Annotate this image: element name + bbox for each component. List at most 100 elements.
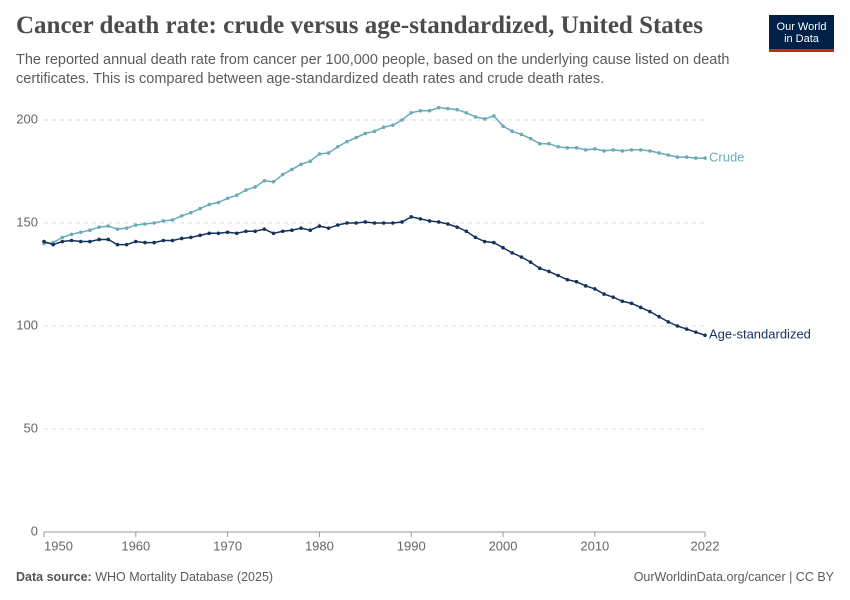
point bbox=[528, 136, 533, 141]
x-tick-label: 2022 bbox=[691, 538, 720, 553]
point bbox=[556, 273, 560, 278]
source-text: WHO Mortality Database (2025) bbox=[95, 570, 274, 584]
point bbox=[574, 279, 579, 284]
point bbox=[446, 106, 450, 111]
point bbox=[684, 327, 689, 331]
point bbox=[115, 242, 120, 247]
point bbox=[51, 242, 55, 247]
point bbox=[510, 129, 515, 134]
point bbox=[611, 148, 615, 152]
point bbox=[60, 239, 65, 244]
point bbox=[179, 213, 184, 218]
point bbox=[262, 227, 267, 231]
point bbox=[308, 159, 313, 163]
point bbox=[69, 238, 74, 243]
point bbox=[124, 242, 129, 247]
point bbox=[455, 225, 459, 229]
point bbox=[400, 220, 404, 224]
point bbox=[482, 117, 487, 121]
point bbox=[666, 153, 671, 157]
x-tick-label: 1970 bbox=[213, 538, 242, 553]
point bbox=[225, 230, 230, 235]
point bbox=[436, 105, 441, 110]
point bbox=[42, 239, 46, 244]
point bbox=[391, 123, 395, 127]
point bbox=[97, 225, 101, 229]
point bbox=[501, 124, 505, 128]
source: Data source: WHO Mortality Database (202… bbox=[16, 570, 273, 584]
y-tick-label: 200 bbox=[16, 111, 38, 126]
point bbox=[694, 156, 698, 160]
point bbox=[262, 178, 267, 183]
point bbox=[280, 229, 285, 234]
point bbox=[345, 139, 349, 144]
point bbox=[234, 193, 239, 197]
point bbox=[161, 219, 166, 223]
point bbox=[326, 151, 331, 155]
point bbox=[620, 299, 625, 304]
point bbox=[446, 222, 450, 226]
point bbox=[648, 149, 652, 153]
point bbox=[565, 146, 570, 150]
point bbox=[115, 227, 120, 231]
point bbox=[152, 221, 156, 225]
point bbox=[69, 232, 74, 237]
point bbox=[381, 221, 386, 225]
point bbox=[106, 237, 111, 242]
point bbox=[207, 202, 212, 207]
point bbox=[225, 196, 230, 201]
point bbox=[473, 235, 478, 240]
point bbox=[703, 156, 707, 160]
point bbox=[675, 155, 680, 159]
point bbox=[372, 129, 377, 134]
point bbox=[629, 301, 634, 306]
chart-subtitle: The reported annual death rate from canc… bbox=[16, 52, 730, 87]
point bbox=[501, 245, 505, 250]
point bbox=[253, 229, 257, 234]
point bbox=[684, 155, 689, 159]
point bbox=[134, 223, 138, 227]
credit[interactable]: OurWorldinData.org/cancer | CC BY bbox=[633, 570, 834, 584]
point bbox=[528, 260, 533, 264]
point bbox=[574, 146, 579, 150]
point bbox=[354, 221, 358, 225]
point bbox=[124, 226, 129, 230]
point bbox=[427, 108, 432, 113]
point bbox=[492, 114, 496, 118]
point bbox=[280, 172, 285, 177]
point bbox=[638, 305, 643, 310]
point bbox=[189, 235, 193, 240]
logo[interactable]: Our World in Data bbox=[769, 15, 834, 52]
chart-title: Cancer death rate: crude versus age-stan… bbox=[16, 12, 703, 39]
point bbox=[602, 292, 606, 296]
point bbox=[234, 231, 239, 236]
point bbox=[593, 287, 597, 291]
point bbox=[657, 314, 661, 319]
point bbox=[510, 251, 515, 255]
point bbox=[345, 221, 349, 225]
point bbox=[97, 237, 101, 242]
point bbox=[88, 239, 92, 244]
y-tick-label: 150 bbox=[16, 214, 38, 229]
point bbox=[694, 330, 698, 334]
point bbox=[326, 226, 331, 230]
point bbox=[106, 224, 111, 228]
point bbox=[666, 320, 671, 324]
point bbox=[648, 309, 652, 314]
point bbox=[556, 144, 560, 149]
point bbox=[519, 132, 524, 137]
point bbox=[244, 188, 248, 192]
point bbox=[492, 240, 496, 245]
point bbox=[547, 141, 551, 146]
point bbox=[244, 229, 248, 234]
point bbox=[602, 149, 606, 153]
point bbox=[436, 220, 441, 224]
point bbox=[620, 149, 625, 153]
point bbox=[290, 167, 294, 172]
logo-text: in Data bbox=[784, 33, 819, 45]
point bbox=[170, 218, 175, 222]
point bbox=[271, 180, 276, 184]
point bbox=[409, 215, 414, 219]
point bbox=[216, 200, 221, 205]
